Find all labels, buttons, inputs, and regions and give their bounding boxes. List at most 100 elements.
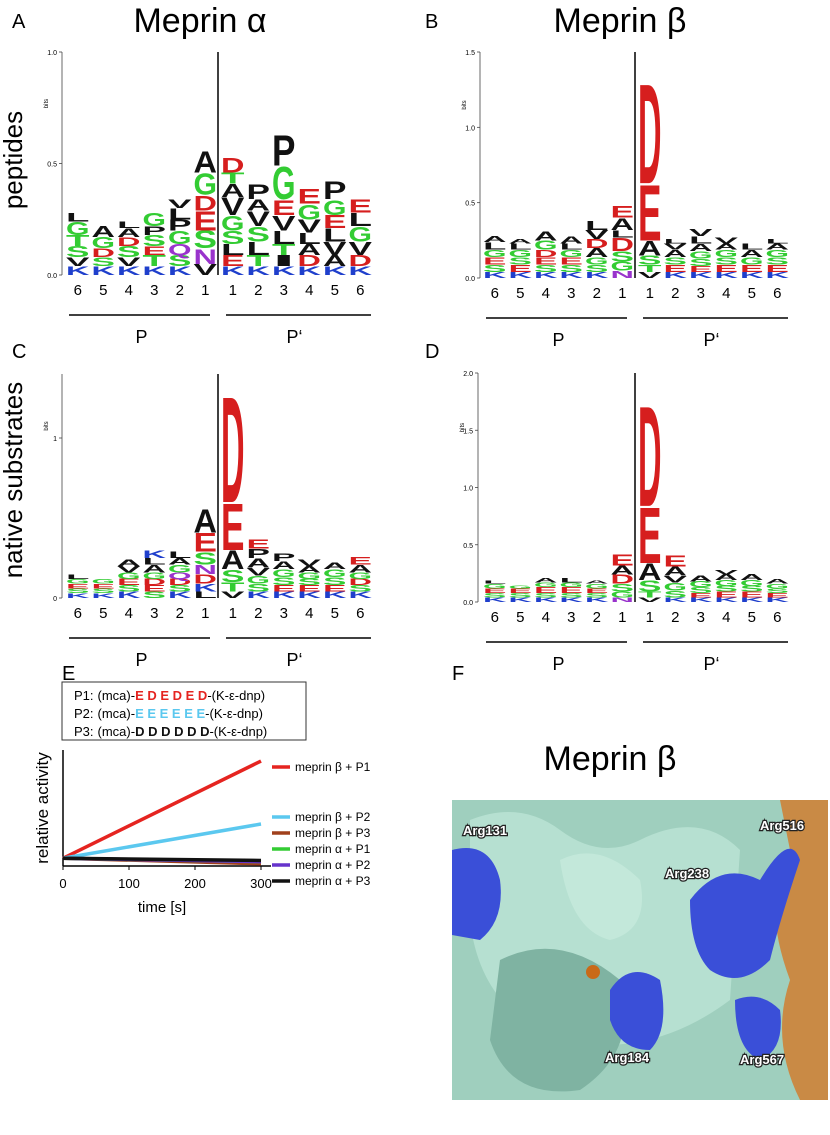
logo-letter: G: [247, 574, 270, 586]
logo-letter: A: [194, 145, 217, 180]
logo-letter: G: [298, 199, 321, 224]
logo-letter: L: [483, 241, 506, 252]
y-tick-label: 1.0: [47, 50, 57, 57]
logo-letter: K: [92, 592, 116, 599]
logo-letter: S: [143, 232, 166, 250]
y-tick-label: 0.5: [47, 162, 57, 169]
logo-letter: S: [143, 590, 166, 600]
logo-letter: S: [638, 577, 661, 595]
logo-letter: A: [509, 238, 532, 245]
logo-letter: T: [638, 591, 662, 600]
x-tick-label: 2: [593, 609, 601, 626]
logo-letter: V: [66, 255, 90, 269]
logo-letter: A: [247, 196, 271, 214]
logo-letter: E: [483, 256, 506, 267]
peptide-sequence: D D D D D D: [135, 724, 209, 739]
logo-letter: K: [766, 596, 790, 603]
logo-letter: D: [611, 573, 634, 587]
logo-letter: S: [168, 252, 191, 270]
line: [62, 822, 262, 860]
logo-letter: A: [638, 560, 661, 586]
logo-letter: E: [349, 555, 372, 567]
logo-letter: A: [221, 546, 245, 575]
logo-letter: K: [92, 264, 115, 278]
logo-letter: S: [509, 592, 532, 599]
logo-letter: A: [715, 573, 738, 582]
legend-label: meprin α + P2: [295, 858, 371, 872]
logo-letter: S: [194, 548, 217, 568]
y-axis-label: bits: [462, 100, 468, 109]
structure-image: [452, 800, 828, 1100]
x-tick-label: 4: [125, 282, 133, 299]
x-tick-label: 4: [542, 285, 550, 302]
logo-letter: L: [117, 220, 140, 230]
logo-letter: K: [534, 596, 558, 603]
logo-letter: D: [585, 237, 608, 251]
logo-letter: L: [560, 577, 583, 584]
logo-letter: T: [272, 241, 296, 259]
x-tick-label: 3: [697, 285, 705, 302]
logo-letter: G: [560, 248, 583, 259]
logo-letter: E: [349, 195, 372, 216]
residue-label: Arg567: [740, 1052, 784, 1067]
logo-letter: G: [92, 578, 115, 585]
logo-letter: S: [194, 226, 217, 254]
column-title: Meprin β: [554, 2, 687, 40]
logo-letter: L: [168, 550, 192, 560]
logo-letter: A: [272, 559, 295, 571]
y-tick-label: 0.0: [47, 273, 57, 280]
logo-letter: D: [194, 572, 217, 587]
logo-letter: L: [349, 209, 372, 230]
logo-letter: A: [585, 246, 608, 260]
structure-title: Meprin β: [544, 740, 677, 778]
logo-letter: S: [560, 263, 583, 274]
x-tick-label: 6: [773, 609, 781, 626]
x-tick-label: 5: [516, 285, 524, 302]
logo-letter: A: [715, 242, 738, 251]
logo-letter: V: [168, 197, 192, 211]
logo-letter: K: [509, 596, 533, 603]
logo-letter: A: [560, 234, 584, 245]
y-tick-label: 1.0: [463, 486, 473, 493]
logo-letter: P: [272, 551, 295, 563]
logo-letter: K: [66, 264, 89, 278]
logo-letter: D: [117, 235, 140, 249]
logo-letter: E: [560, 256, 583, 267]
x-tick-label: 3: [697, 609, 705, 626]
row-title: native substrates: [0, 382, 28, 579]
logo-letter: L: [689, 234, 712, 245]
logo-letter: G: [168, 227, 191, 248]
logo-letter: A: [323, 252, 347, 270]
logo-letter: E: [664, 263, 687, 274]
logo-letter: K: [168, 264, 191, 278]
logo-letter: V: [715, 569, 738, 576]
logo-letter: S: [92, 587, 115, 594]
logo-letter: K: [323, 264, 346, 278]
logo-letter: K: [560, 596, 584, 603]
logo-letter: S: [92, 255, 115, 269]
panel-letter: D: [425, 341, 439, 363]
logo-letter: E: [509, 263, 532, 274]
legend-label: meprin β + P1: [295, 760, 371, 774]
x-tick-label: 1: [618, 285, 626, 302]
x-tick-label: 6: [356, 605, 364, 622]
x-tick-label: 4: [722, 609, 730, 626]
logo-letter: S: [664, 256, 687, 267]
x-tick-label: 2: [254, 605, 262, 622]
logo-letter: A: [168, 557, 192, 567]
logo-letter: E: [194, 205, 217, 237]
x-tick-label: 3: [280, 282, 288, 299]
logo-letter: G: [349, 222, 372, 247]
group-label: P: [552, 330, 564, 350]
group-label: P: [135, 650, 147, 670]
logo-letter: E: [638, 169, 661, 258]
logo-letter: A: [194, 503, 217, 540]
logo-letter: L: [194, 590, 218, 600]
residue-label: Arg516: [760, 818, 804, 833]
logo-letter: D: [638, 54, 661, 214]
logo-letter: E: [664, 552, 687, 570]
logo-letter: G: [221, 210, 244, 235]
logo-letter: P: [247, 546, 270, 561]
logo-letter: K: [689, 271, 713, 280]
column-title: Meprin α: [133, 2, 266, 40]
